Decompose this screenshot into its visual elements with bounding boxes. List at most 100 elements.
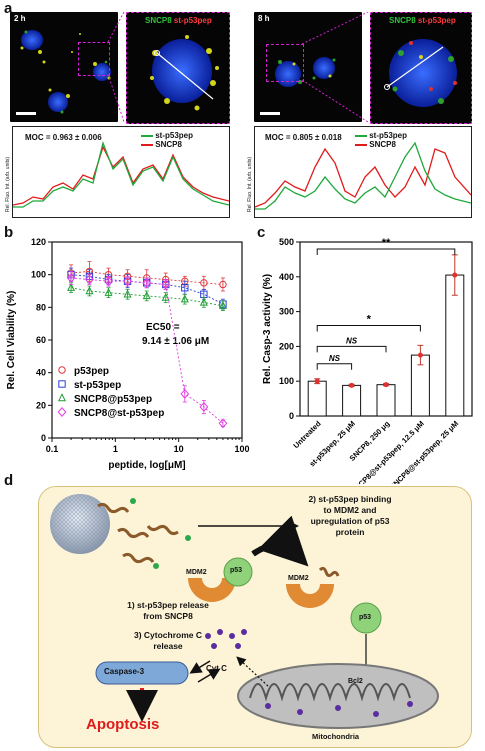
nanoparticle-icon (50, 494, 110, 554)
profile-ylabel-2h: Rel. Fluo. Int. (arb. units) (5, 156, 11, 212)
profile-legend-2h-1: SNCP8 (155, 140, 182, 149)
profile-legend-8h-1: SNCP8 (369, 140, 396, 149)
cell-image-8h (275, 57, 336, 87)
zoom-image-8h: SNCP8 st-p53pep (370, 12, 472, 124)
bar (445, 274, 465, 417)
mitochondria-icon (237, 663, 439, 729)
p53-protein (350, 602, 382, 634)
y-axis-label: Rel. Cell Viability (%) (6, 291, 17, 390)
ec50-label: EC50 = (146, 322, 180, 333)
cytc-label: Cyt C (206, 664, 227, 673)
legend-marker (57, 393, 67, 402)
data-point (349, 382, 355, 388)
data-point (67, 282, 76, 291)
panel-letter-b: b (4, 224, 14, 241)
data-point (85, 274, 94, 285)
significance-bracket (316, 248, 456, 255)
mdm2-p53-complex (188, 557, 253, 602)
category-label: Untreated (291, 419, 322, 450)
significance-bracket (316, 345, 387, 353)
profile-legend-8h-0: st-p53pep (369, 131, 408, 140)
zoom-image-2h: SNCP8 st-p53pep (126, 12, 230, 124)
data-point (123, 289, 132, 298)
apoptosis-label: Apoptosis (86, 716, 160, 733)
significance-label: * (367, 314, 372, 326)
legend-red-8h: st-p53pep (417, 16, 456, 25)
zoom-lines-2h (107, 12, 125, 123)
caspase-3-label: Caspase-3 (104, 667, 145, 676)
x-tick-label: 100 (234, 444, 249, 454)
zoom-box-2h (78, 42, 110, 76)
scale-bar (16, 112, 36, 115)
cytochrome-c-dots (205, 629, 247, 649)
step1-label: 1) st-p53pep release from SNCP8 (127, 600, 209, 621)
legend-marker (57, 407, 67, 417)
binding-arrow (251, 515, 309, 567)
data-point (66, 272, 76, 283)
mdm2-peptide-complex (286, 566, 340, 608)
viability-chart: 0 20 40 60 80 100 120 0.1 1 10 100 peptide, log[μM]… (6, 237, 250, 470)
data-point (200, 279, 208, 287)
data-point (104, 287, 113, 296)
y-tick-label: 100 (279, 376, 294, 386)
step2-label: 2) st-p53pep binding to MDM2 and upregul… (308, 494, 392, 537)
data-point (181, 284, 189, 292)
y-axis-label: Rel. Casp-3 activity (%) (262, 274, 273, 384)
legend-green-2h: SNCP8 (145, 16, 172, 25)
data-point (199, 402, 209, 412)
profile-legend-2h-0: st-p53pep (155, 131, 194, 140)
bar (376, 384, 396, 417)
zoom-cell-2h (150, 35, 219, 111)
bar (307, 380, 327, 417)
step3-label: 3) Cytochrome C release (133, 630, 202, 651)
mdm2-label-right: MDM2 (288, 575, 309, 582)
data-point (161, 292, 170, 301)
mdm2-label-left: MDM2 (186, 569, 207, 576)
legend-green-8h: SNCP8 (389, 16, 416, 25)
panel-letter-a: a (4, 0, 13, 17)
x-tick-label: 1 (113, 444, 118, 454)
y-tick-label: 200 (279, 341, 294, 351)
profile-lines-2h (12, 140, 230, 208)
cytc-release-arrow (236, 656, 269, 687)
activation-arrow (189, 660, 211, 674)
bcl2-label: Bcl2 (348, 678, 363, 685)
zoom-box-8h (266, 44, 304, 82)
p53-label-left: p53 (230, 567, 243, 574)
y-tick-label: 100 (31, 270, 46, 280)
data-point (218, 300, 227, 309)
y-tick-label: 400 (279, 272, 294, 282)
significance-bracket (316, 325, 421, 332)
y-tick-label: 300 (279, 307, 294, 317)
legend-label: p53pep (74, 366, 109, 377)
legend-label: SNCP8@p53pep (74, 394, 152, 405)
legend-label: SNCP8@st-p53pep (74, 408, 164, 419)
micrograph-8h: 8 h (254, 12, 362, 122)
p53-label-right: p53 (359, 614, 372, 621)
mechanism-diagram (50, 494, 439, 729)
x-tick-label: 10 (174, 444, 184, 454)
legend-label: st-p53pep (74, 380, 121, 391)
significance-label: ** (382, 237, 391, 249)
significance-bracket (316, 363, 353, 370)
zoom-cell-8h (384, 39, 457, 107)
significance-label: NS (346, 336, 358, 345)
x-tick-label: 0.1 (46, 444, 59, 454)
bar (342, 384, 362, 417)
cell-image-2h (20, 30, 111, 114)
data-point (85, 286, 94, 295)
data-point (314, 378, 320, 384)
y-tick-label: 80 (36, 302, 46, 312)
data-point (180, 294, 189, 303)
y-tick-label: 60 (36, 335, 46, 345)
data-point (123, 276, 132, 287)
significance-label: NS (329, 354, 341, 363)
data-point (219, 280, 227, 289)
profile-plot-2h: MOC = 0.963 ± 0.006 st-p53pep SNCP8 (12, 126, 230, 218)
profile-ylabel-8h: Rel. Fluo. Int. (arb. units) (247, 156, 253, 212)
legend-marker (58, 366, 66, 374)
casp3-chart: 0 100 200 300 400 500 Rel. Casp-3 activity (%)… (262, 237, 473, 484)
data-point (383, 382, 389, 388)
series-line-SNCP8@st-p53pep (71, 277, 224, 424)
micrograph-2h: 2 h (10, 12, 118, 122)
